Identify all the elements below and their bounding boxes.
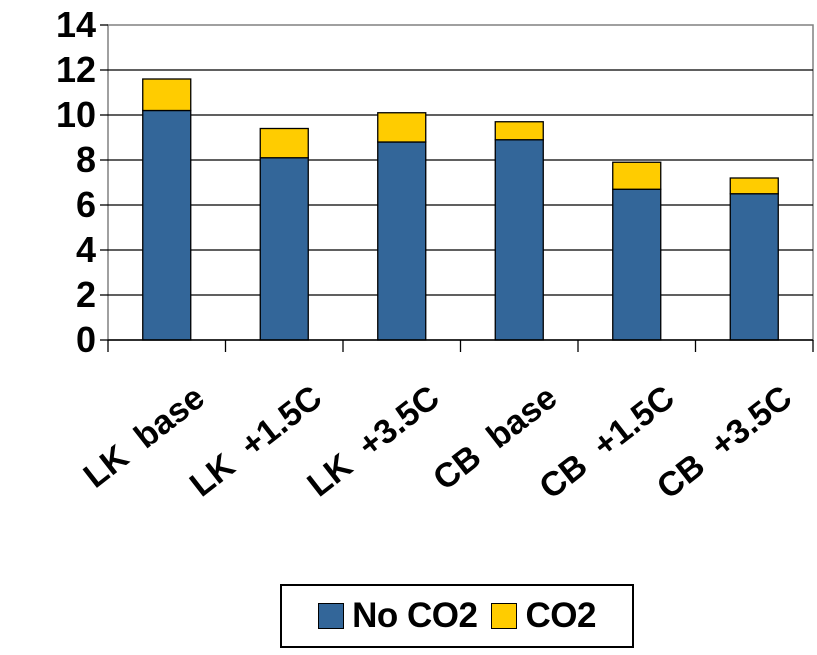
bar-co2: [259, 127, 309, 159]
y-tick-label: 4: [76, 229, 96, 270]
legend-swatch-no-co2: [318, 603, 345, 629]
y-tick-label: 14: [56, 4, 96, 45]
x-category-label: LK +3.5C: [300, 378, 446, 504]
bar-no-co2: [612, 188, 662, 341]
bar-co2: [612, 161, 662, 190]
y-tick-label: 6: [76, 184, 96, 225]
legend-item-no-co2: No CO2: [318, 596, 478, 636]
legend-label-co2: CO2: [525, 596, 596, 635]
y-tick-label: 0: [76, 319, 96, 360]
legend-item-co2: CO2: [491, 596, 596, 636]
bar-no-co2: [142, 109, 192, 341]
y-tick-label: 10: [56, 94, 96, 135]
bar-no-co2: [377, 141, 427, 341]
bar-no-co2: [259, 157, 309, 341]
legend: No CO2 CO2: [280, 584, 634, 648]
bar-co2: [729, 177, 779, 195]
legend-swatch-co2: [491, 603, 518, 629]
bar-co2: [142, 78, 192, 112]
bar-co2: [377, 112, 427, 143]
bar-no-co2: [729, 193, 779, 341]
bar-co2: [494, 121, 544, 141]
plot-area: [107, 24, 814, 341]
gridlines: [108, 69, 813, 296]
y-tick-label: 12: [56, 49, 96, 90]
bar-no-co2: [494, 139, 544, 341]
legend-label-no-co2: No CO2: [352, 596, 478, 635]
x-category-label: LK +1.5C: [183, 378, 329, 504]
y-tick-label: 8: [76, 139, 96, 180]
bars: [142, 78, 779, 341]
y-tick-label: 2: [76, 274, 96, 315]
